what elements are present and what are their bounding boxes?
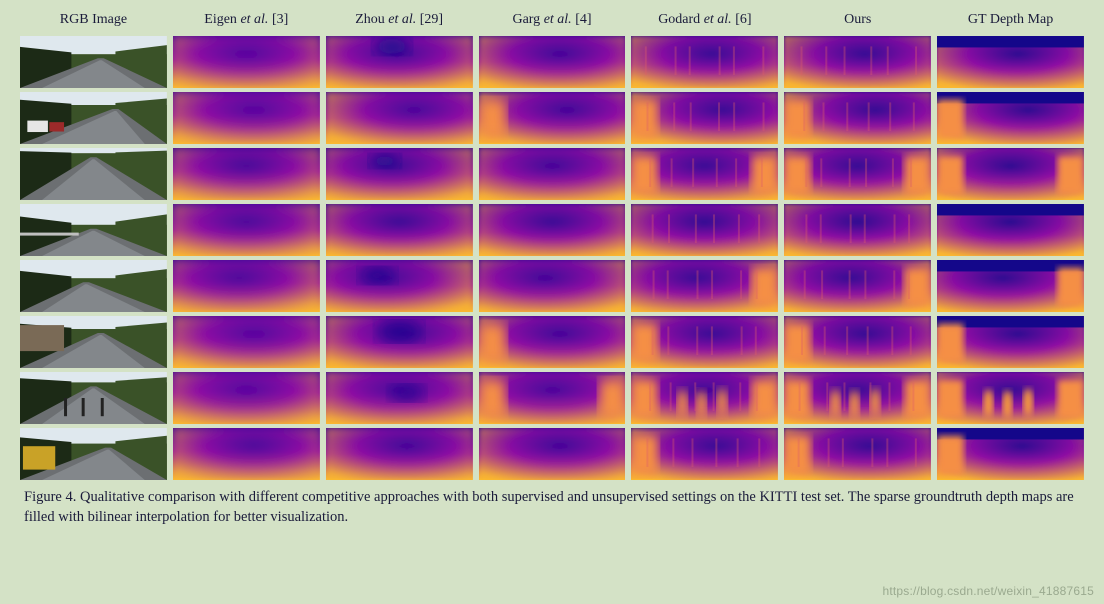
depth-map-thumbnail — [631, 260, 778, 312]
depth-map-thumbnail — [479, 204, 626, 256]
depth-map-thumbnail — [784, 260, 931, 312]
depth-map-thumbnail — [631, 36, 778, 88]
depth-map-thumbnail — [631, 148, 778, 200]
depth-map-thumbnail — [631, 372, 778, 424]
depth-map-thumbnail — [631, 92, 778, 144]
depth-map-thumbnail — [479, 260, 626, 312]
comparison-grid: RGB Image Eigen et al. [3] Zhou et al. [29… — [20, 12, 1084, 480]
depth-map-thumbnail — [937, 372, 1084, 424]
depth-map-thumbnail — [173, 36, 320, 88]
depth-map-thumbnail — [326, 36, 473, 88]
depth-map-thumbnail — [479, 372, 626, 424]
depth-map-thumbnail — [479, 36, 626, 88]
rgb-thumbnail — [20, 204, 167, 256]
rgb-thumbnail — [20, 36, 167, 88]
depth-map-thumbnail — [631, 428, 778, 480]
figure-caption: Figure 4. Qualitative comparison with di… — [20, 488, 1084, 527]
rgb-thumbnail — [20, 148, 167, 200]
depth-map-thumbnail — [326, 428, 473, 480]
depth-map-thumbnail — [784, 36, 931, 88]
depth-map-thumbnail — [173, 204, 320, 256]
rgb-thumbnail — [20, 316, 167, 368]
depth-map-thumbnail — [937, 428, 1084, 480]
depth-map-thumbnail — [173, 316, 320, 368]
column-header: GT Depth Map — [937, 12, 1084, 32]
column-header: Godard et al. [6] — [631, 12, 778, 32]
depth-map-thumbnail — [784, 316, 931, 368]
rgb-thumbnail — [20, 428, 167, 480]
depth-map-thumbnail — [937, 260, 1084, 312]
column-header: Zhou et al. [29] — [326, 12, 473, 32]
column-header: Ours — [784, 12, 931, 32]
depth-map-thumbnail — [784, 92, 931, 144]
depth-map-thumbnail — [173, 92, 320, 144]
rgb-thumbnail — [20, 260, 167, 312]
column-header: Garg et al. [4] — [479, 12, 626, 32]
rgb-thumbnail — [20, 92, 167, 144]
rgb-thumbnail — [20, 372, 167, 424]
depth-map-thumbnail — [937, 36, 1084, 88]
depth-map-thumbnail — [479, 92, 626, 144]
column-header: Eigen et al. [3] — [173, 12, 320, 32]
depth-map-thumbnail — [937, 148, 1084, 200]
depth-map-thumbnail — [326, 204, 473, 256]
depth-map-thumbnail — [326, 316, 473, 368]
column-header: RGB Image — [20, 12, 167, 32]
depth-map-thumbnail — [326, 92, 473, 144]
figure-4: RGB Image Eigen et al. [3] Zhou et al. [29… — [0, 0, 1104, 539]
depth-map-thumbnail — [784, 428, 931, 480]
depth-map-thumbnail — [173, 260, 320, 312]
depth-map-thumbnail — [937, 204, 1084, 256]
depth-map-thumbnail — [479, 148, 626, 200]
depth-map-thumbnail — [784, 372, 931, 424]
depth-map-thumbnail — [326, 260, 473, 312]
depth-map-thumbnail — [479, 316, 626, 368]
depth-map-thumbnail — [631, 204, 778, 256]
depth-map-thumbnail — [937, 92, 1084, 144]
depth-map-thumbnail — [784, 148, 931, 200]
depth-map-thumbnail — [479, 428, 626, 480]
depth-map-thumbnail — [326, 148, 473, 200]
depth-map-thumbnail — [937, 316, 1084, 368]
depth-map-thumbnail — [173, 148, 320, 200]
depth-map-thumbnail — [326, 372, 473, 424]
watermark-text: https://blog.csdn.net/weixin_41887615 — [882, 584, 1094, 598]
depth-map-thumbnail — [784, 204, 931, 256]
depth-map-thumbnail — [173, 428, 320, 480]
depth-map-thumbnail — [631, 316, 778, 368]
depth-map-thumbnail — [173, 372, 320, 424]
